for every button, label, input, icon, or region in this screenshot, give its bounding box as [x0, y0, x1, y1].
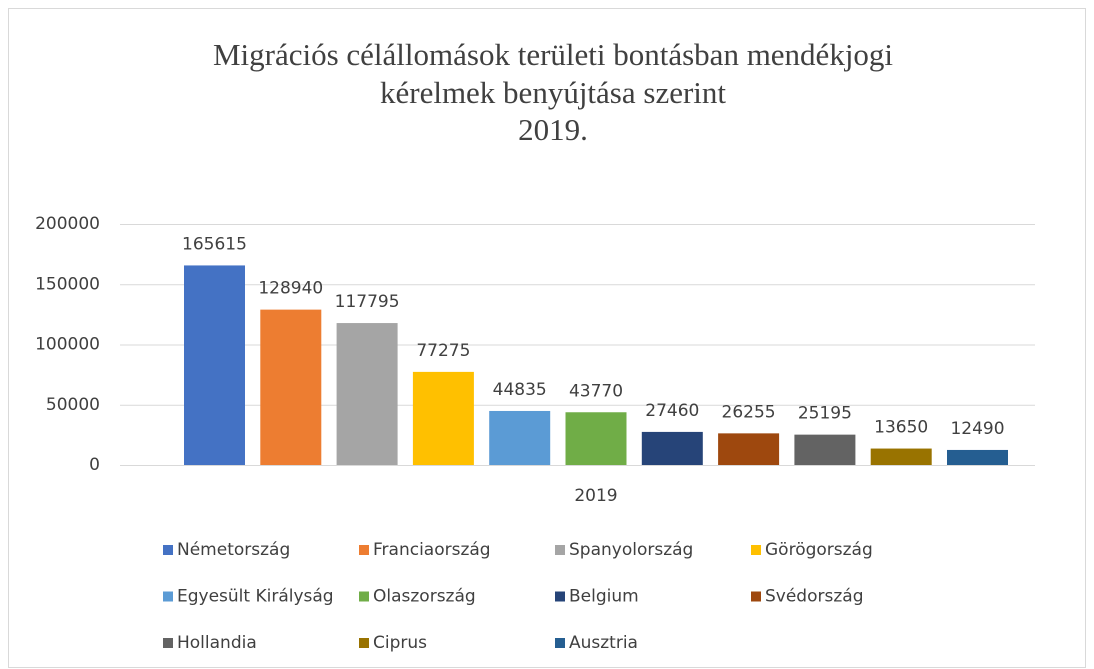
data-label: 27460	[645, 401, 699, 421]
bar	[489, 410, 551, 465]
chart-title: kérelmek benyújtása szerint	[380, 75, 726, 110]
legend-swatch	[751, 591, 761, 602]
legend-swatch	[163, 591, 173, 602]
legend-swatch	[163, 638, 173, 648]
legend-swatch	[163, 545, 173, 555]
chart-title: 2019.	[518, 112, 588, 147]
legend-swatch	[359, 591, 369, 602]
legend-swatch	[555, 638, 565, 648]
data-label: 26255	[722, 402, 776, 422]
chart-title: Migrációs célállomások területi bontásba…	[213, 37, 893, 72]
bar	[184, 265, 245, 465]
data-label: 43770	[569, 381, 623, 401]
legend-label: Egyesült Királyság	[177, 587, 334, 607]
bar	[412, 371, 474, 465]
data-label: 12490	[950, 419, 1004, 439]
data-label: 165615	[182, 234, 247, 254]
bar	[565, 412, 627, 465]
y-tick-label: 50000	[46, 395, 100, 415]
legend-label: Ciprus	[373, 633, 427, 653]
bar	[641, 431, 703, 465]
y-tick-label: 100000	[35, 335, 100, 355]
legend-label: Görögország	[765, 540, 873, 560]
bar	[794, 434, 856, 465]
y-tick-label: 200000	[35, 214, 100, 234]
legend-label: Svédország	[765, 587, 863, 607]
bar	[947, 449, 1008, 465]
x-tick-label: 2019	[574, 486, 617, 506]
legend-label: Franciaország	[373, 540, 491, 560]
legend-swatch	[359, 545, 369, 555]
legend-label: Olaszország	[373, 587, 476, 607]
legend-swatch	[751, 545, 761, 555]
data-label: 77275	[416, 341, 470, 361]
data-label: 128940	[258, 279, 323, 299]
data-label: 44835	[493, 380, 547, 400]
bar	[336, 323, 398, 465]
y-tick-label: 0	[89, 455, 100, 475]
bar	[870, 448, 932, 465]
data-label: 25195	[798, 404, 852, 424]
data-label: 117795	[335, 292, 400, 312]
legend-label: Hollandia	[177, 633, 257, 653]
legend-swatch	[555, 545, 565, 555]
legend-label: Belgium	[569, 587, 639, 607]
y-tick-label: 150000	[35, 274, 100, 294]
legend-label: Spanyolország	[569, 540, 693, 560]
legend-swatch	[555, 591, 565, 602]
bar	[260, 309, 322, 465]
bar	[718, 433, 780, 465]
data-label: 13650	[874, 418, 928, 438]
legend-label: Németország	[177, 540, 290, 560]
legend-swatch	[359, 638, 369, 648]
legend-label: Ausztria	[569, 633, 638, 653]
